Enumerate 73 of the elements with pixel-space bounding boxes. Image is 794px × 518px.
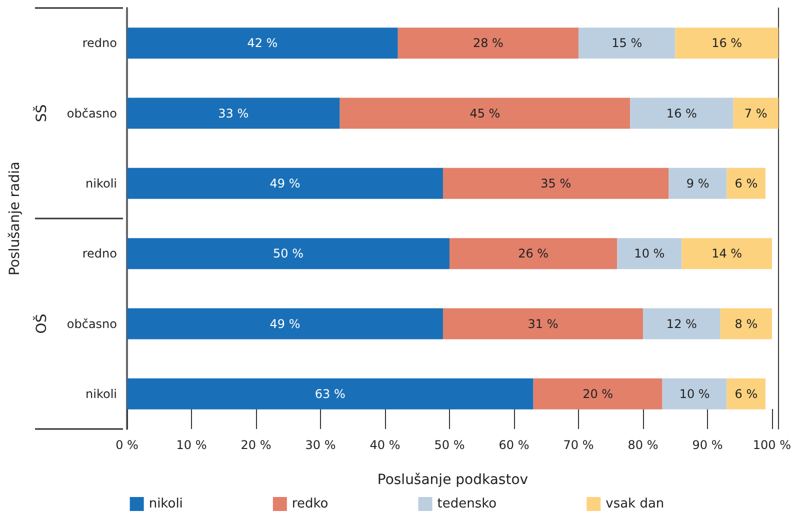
bar [127, 378, 534, 410]
bar [720, 308, 772, 340]
data-label: 63 % [314, 386, 346, 401]
data-label: 31 % [528, 316, 558, 331]
data-label: 42 % [247, 36, 278, 50]
data-label: 45 % [470, 106, 500, 120]
y-tick-label: redno [82, 246, 117, 261]
data-label: 6 % [734, 386, 758, 401]
data-label: 16 % [712, 36, 742, 50]
data-label: 8 % [734, 316, 758, 331]
bar [668, 168, 727, 199]
text: OŠ [33, 314, 50, 334]
bar [398, 28, 578, 59]
legend-label: tedensko [437, 496, 497, 512]
x-axis-title: Poslušanje podkastov [377, 472, 528, 488]
data-label: 28 % [472, 36, 504, 50]
bar [533, 378, 662, 410]
bar [733, 98, 778, 129]
bar [127, 98, 340, 129]
y-tick-label: občasno [66, 316, 117, 331]
y-tick-label: redno [82, 36, 117, 50]
x-tick-label: 0 % [116, 438, 138, 452]
legend-label: nikoli [148, 496, 183, 512]
x-tick-label: 20 % [240, 438, 272, 452]
x-tick-label: 40 % [370, 438, 400, 452]
x-tick-label: 50 % [434, 438, 465, 452]
data-label: 10 % [679, 386, 710, 401]
y-axis-title: Poslušanje radia [7, 162, 23, 276]
data-label: 50 % [272, 246, 304, 261]
x-tick-label: 90 % [692, 438, 723, 452]
data-label: 7 % [744, 106, 768, 120]
x-tick-label: 70 % [563, 438, 594, 452]
bar [726, 168, 766, 199]
bar [449, 238, 618, 270]
data-label: 49 % [270, 176, 300, 190]
data-label: 15 % [612, 36, 642, 50]
data-label: 35 % [540, 176, 572, 190]
data-label: 20 % [582, 386, 614, 401]
bar [578, 28, 676, 59]
legend-label: vsak dan [606, 496, 664, 512]
bar [726, 378, 766, 410]
bar [682, 238, 772, 270]
bar [617, 238, 682, 270]
bar [642, 308, 720, 340]
x-tick-label: 80 % [628, 438, 658, 452]
x-tick-label: 60 % [498, 438, 530, 452]
data-label: 49 % [270, 316, 300, 331]
data-label: 9 % [686, 176, 710, 190]
data-label: 16 % [666, 106, 697, 120]
x-tick-label: 100 % [752, 438, 792, 452]
y-tick-label: občasno [66, 106, 117, 120]
y-tick-label: nikoli [86, 386, 117, 401]
x-tick-label: 30 % [305, 438, 336, 452]
data-label: 33 % [218, 106, 249, 120]
x-tick-label: 10 % [176, 438, 207, 452]
bar [340, 98, 630, 129]
data-label: 14 % [712, 246, 742, 261]
legend-label: redko [292, 496, 328, 512]
data-label: 6 % [734, 176, 758, 190]
bar [127, 168, 444, 199]
data-label: 26 % [518, 246, 549, 261]
bar [127, 238, 450, 270]
y-tick-label: nikoli [86, 176, 117, 190]
bar [662, 378, 727, 410]
text: SŠ [33, 104, 50, 122]
data-label: 12 % [666, 316, 697, 331]
bar [127, 28, 398, 59]
bar [127, 308, 444, 340]
bar [675, 28, 778, 59]
bar [443, 168, 669, 199]
data-label: 10 % [634, 246, 665, 261]
bar [443, 308, 643, 340]
bar [630, 98, 734, 129]
